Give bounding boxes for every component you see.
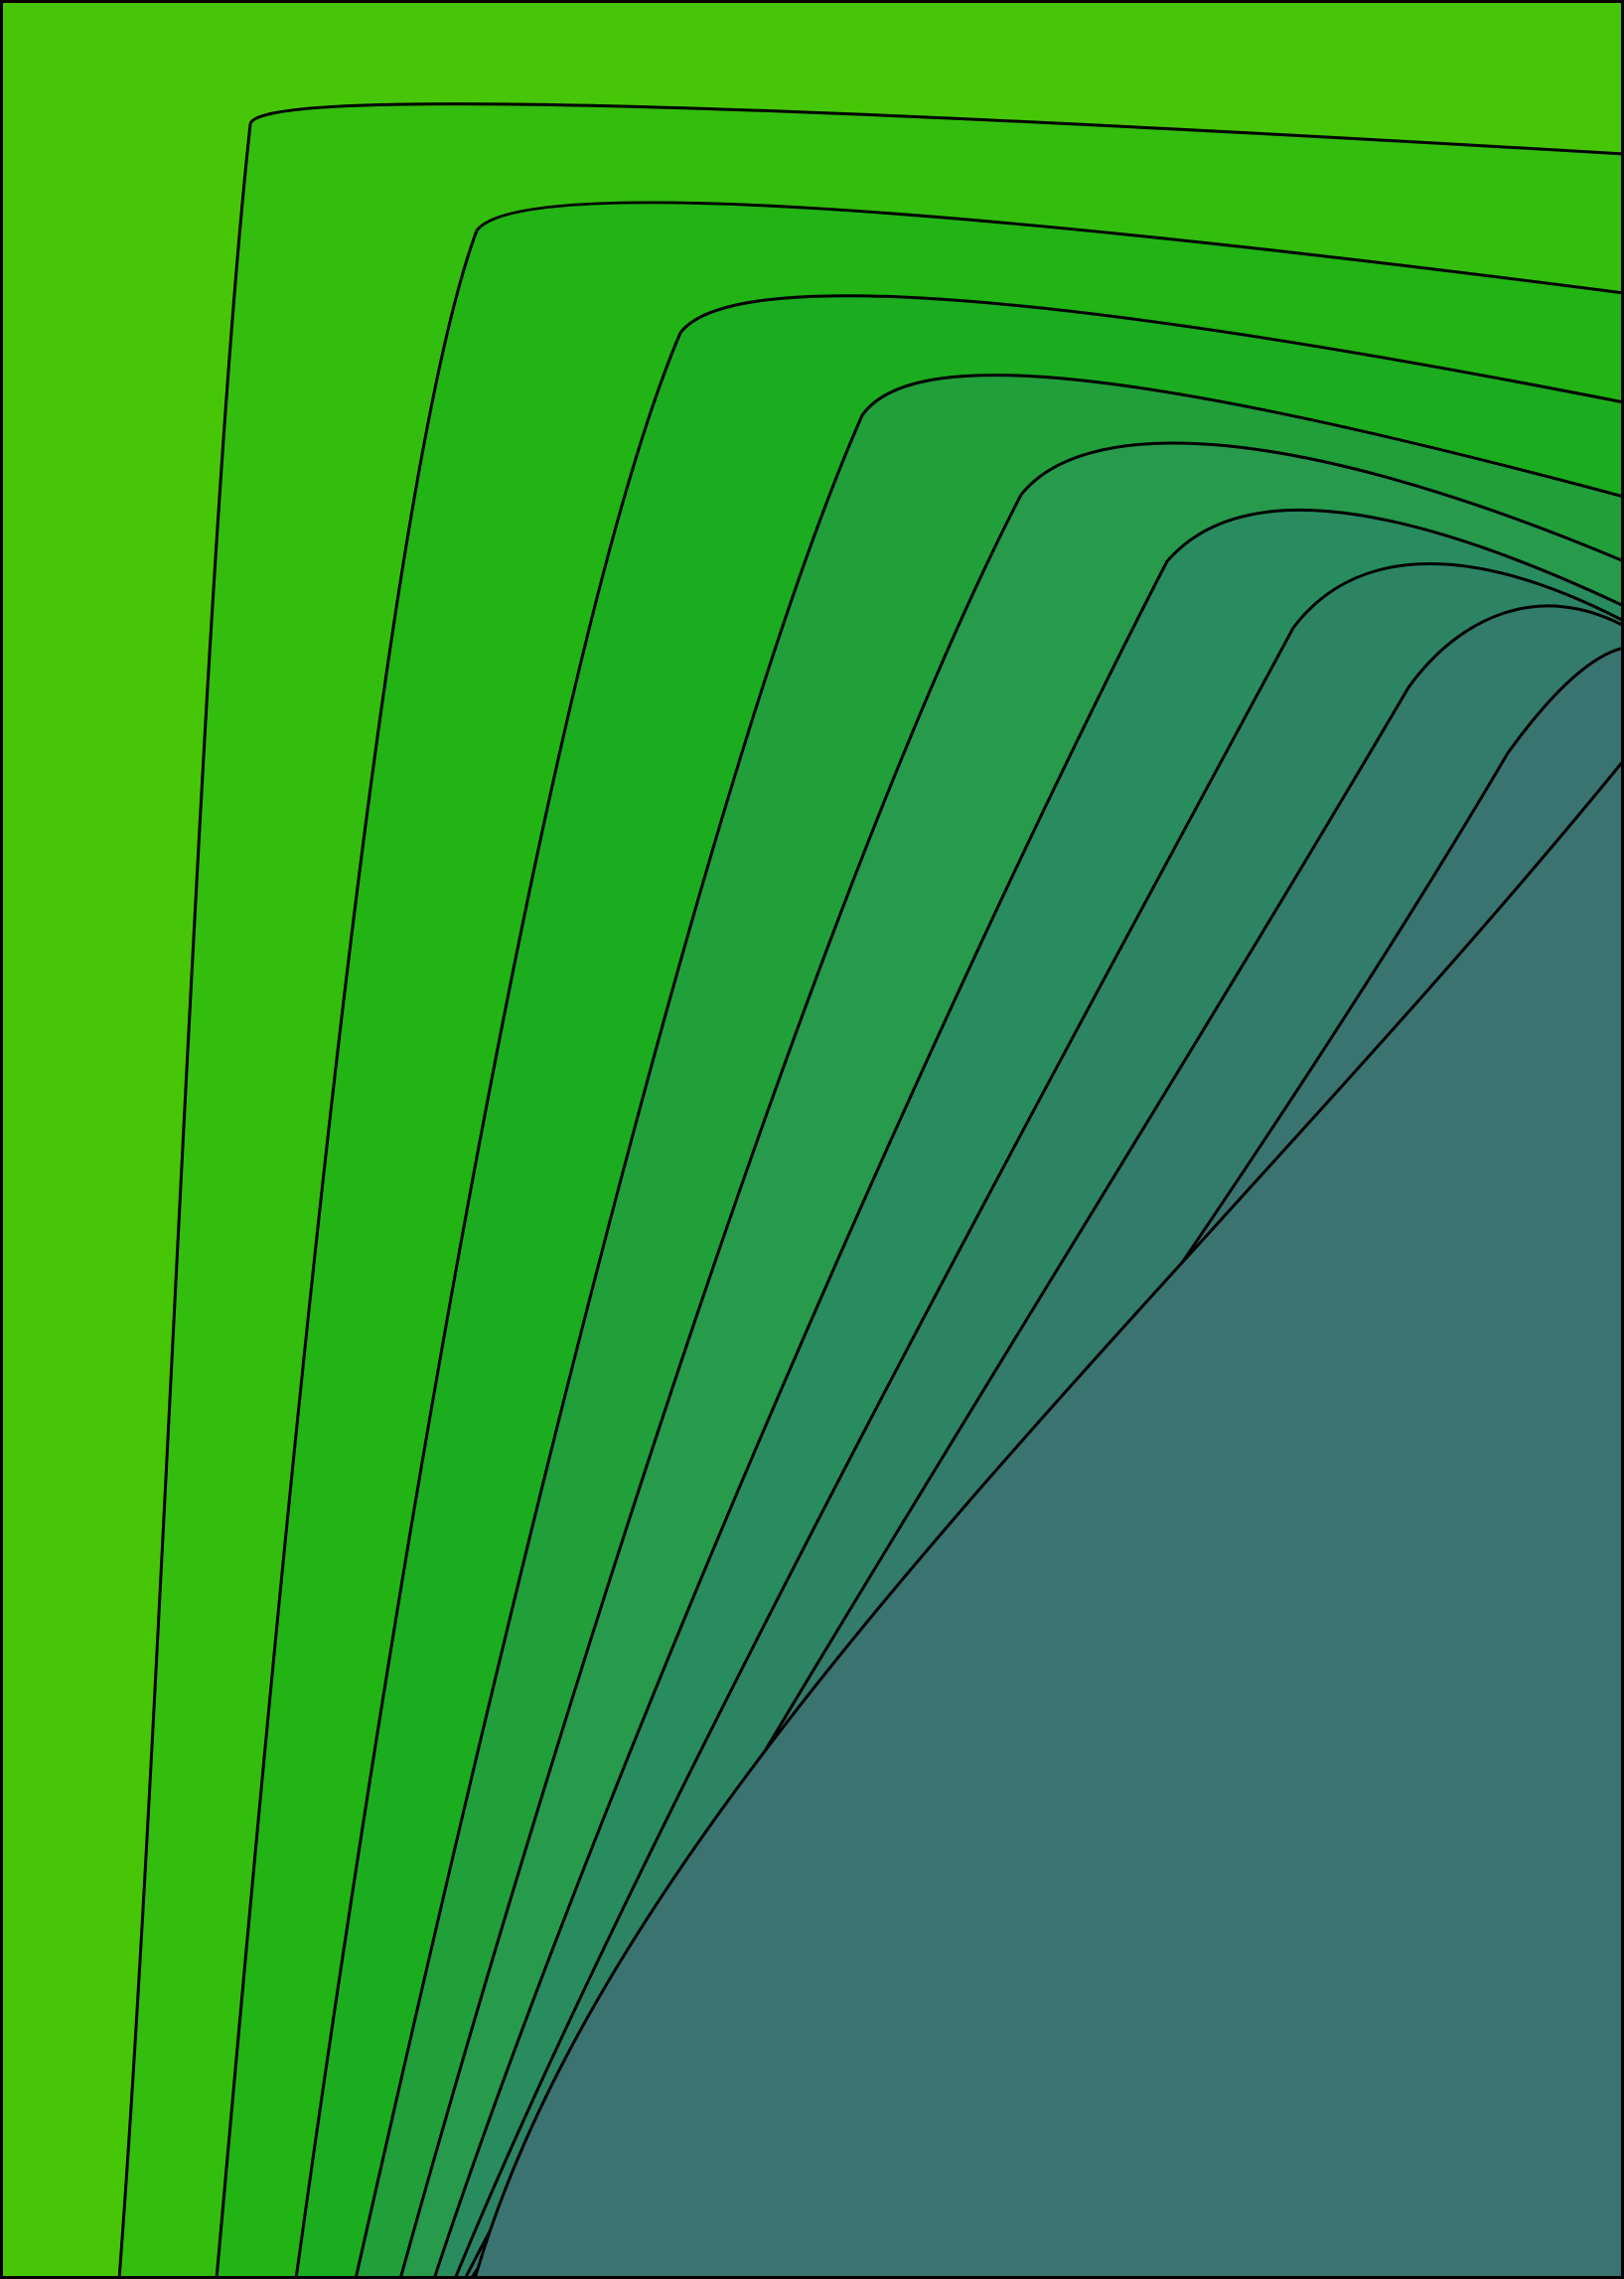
contour-band-10	[473, 758, 1624, 2279]
